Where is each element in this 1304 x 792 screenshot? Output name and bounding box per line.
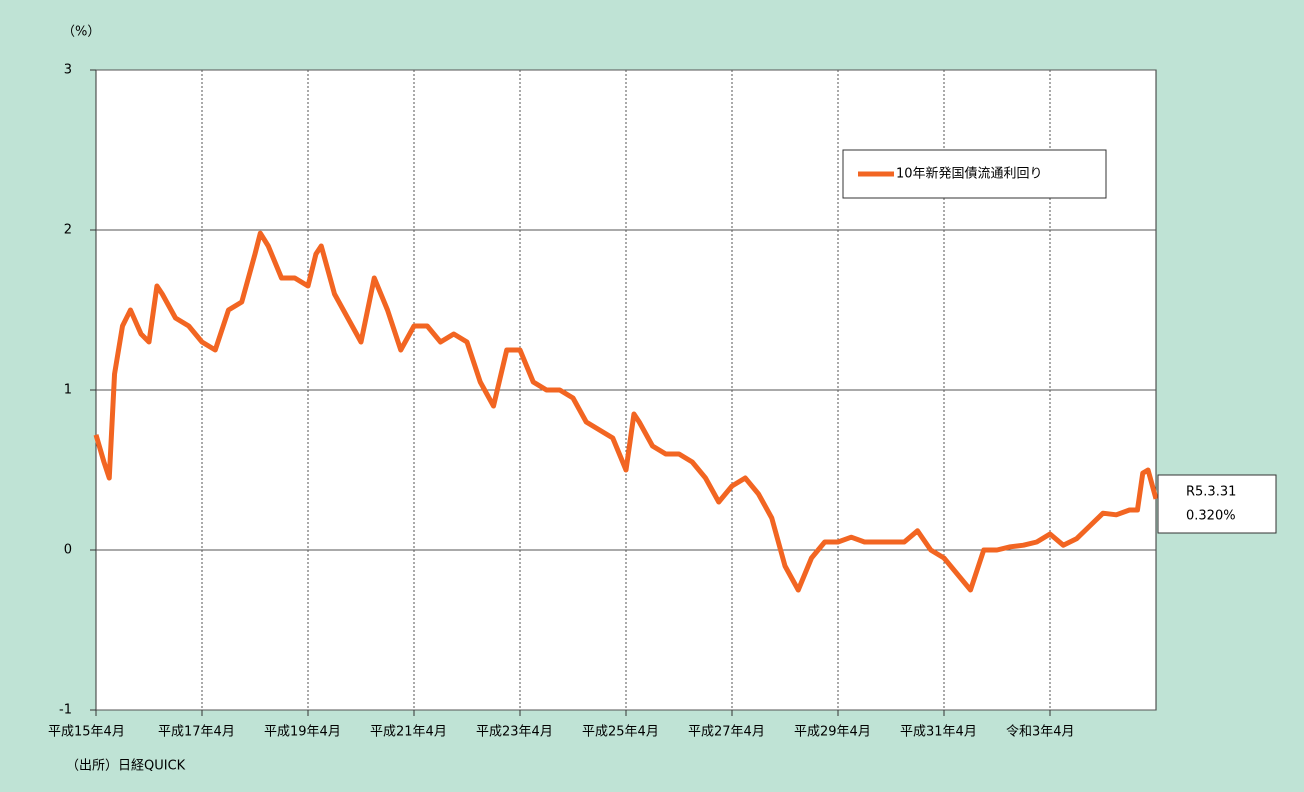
annotation: R5.3.31 bbox=[1186, 485, 1236, 500]
y-tick-label: 0 bbox=[64, 543, 72, 558]
x-tick-label: 平成29年4月 bbox=[794, 725, 871, 740]
x-tick-label: 平成25年4月 bbox=[582, 725, 659, 740]
source-note: （出所）日経QUICK bbox=[66, 759, 186, 774]
y-tick-label: -1 bbox=[59, 703, 72, 718]
x-tick-label: 平成17年4月 bbox=[158, 725, 235, 740]
annotation-box bbox=[1157, 474, 1277, 534]
x-tick-label: 平成19年4月 bbox=[264, 725, 341, 740]
y-tick-label: 3 bbox=[64, 63, 72, 78]
data-line bbox=[93, 230, 1159, 593]
y-tick-label: 2 bbox=[64, 223, 72, 238]
annotation: 0.320% bbox=[1186, 509, 1236, 524]
x-tick-label: 平成21年4月 bbox=[370, 725, 447, 740]
x-tick-label: 令和3年4月 bbox=[1006, 725, 1075, 740]
x-tick-label: 平成27年4月 bbox=[688, 725, 765, 740]
y-tick-label: 1 bbox=[64, 383, 72, 398]
x-tick-label: 平成15年4月 bbox=[48, 725, 125, 740]
legend-label: 10年新発国債流通利回り bbox=[896, 166, 1043, 182]
x-tick-label: 平成31年4月 bbox=[900, 725, 977, 740]
x-tick-label: 平成23年4月 bbox=[476, 725, 553, 740]
y-axis-label: （%） bbox=[62, 25, 100, 40]
